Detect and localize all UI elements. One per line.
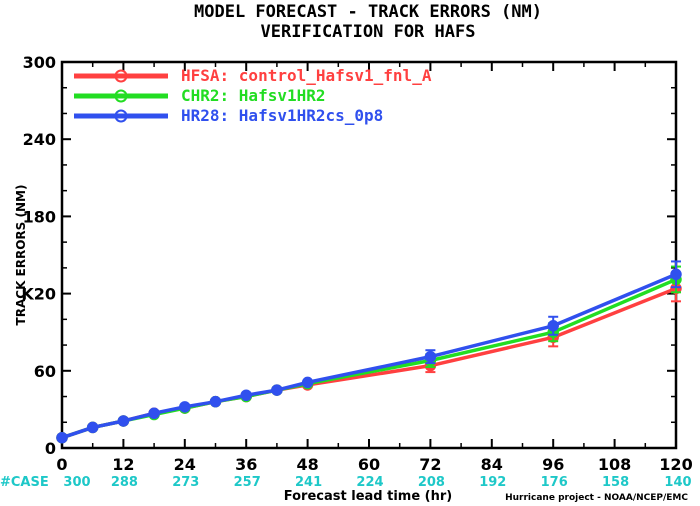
- data-point: [86, 421, 99, 434]
- x-tick-label: 84: [481, 455, 503, 474]
- y-axis-label: TRACK ERRORS (NM): [14, 185, 28, 326]
- series-layer: [56, 260, 682, 444]
- data-point: [56, 431, 68, 444]
- x-tick-label: 36: [235, 455, 257, 474]
- case-count: 300: [63, 475, 90, 490]
- case-label: #CASE: [0, 475, 49, 490]
- case-count: 208: [418, 475, 445, 490]
- case-count: 224: [356, 475, 383, 490]
- data-point: [547, 320, 559, 332]
- data-point: [301, 376, 314, 389]
- x-tick-label: 48: [296, 455, 318, 474]
- x-tick-label: 0: [56, 455, 67, 474]
- case-count: 158: [602, 475, 629, 490]
- data-point: [424, 350, 437, 363]
- x-tick-label: 108: [598, 455, 631, 474]
- x-tick-label: 60: [358, 455, 380, 474]
- x-tick-label: 72: [419, 455, 441, 474]
- data-point: [209, 395, 222, 408]
- data-point: [240, 389, 252, 401]
- data-point: [670, 268, 682, 281]
- case-count: 288: [111, 475, 138, 490]
- case-count: 273: [172, 475, 199, 490]
- x-axis-ticks: 0 12 24 36 48 60 72 84 96 108 120: [56, 62, 693, 474]
- case-count: 257: [234, 475, 261, 490]
- chart-title: MODEL FORECAST - TRACK ERRORS (NM): [194, 2, 542, 22]
- data-point: [179, 401, 191, 413]
- case-count: 176: [541, 475, 568, 490]
- y-tick-label: 300: [23, 53, 56, 72]
- data-point: [271, 384, 283, 396]
- y-axis-ticks: 0 60 K20 180 240 300: [21, 53, 676, 458]
- case-counts: 300 288 273 257 241 224 208 192 176 158 140: [63, 475, 691, 490]
- y-tick-label: 240: [23, 130, 56, 149]
- x-tick-label: 96: [542, 455, 564, 474]
- case-count: 140: [664, 475, 691, 490]
- x-tick-label: 24: [174, 455, 196, 474]
- x-tick-label: 12: [112, 455, 134, 474]
- chart-subtitle: VERIFICATION FOR HAFS: [261, 22, 476, 42]
- legend-marker: [114, 89, 128, 103]
- y-tick-label: 180: [23, 207, 56, 226]
- data-point: [148, 407, 160, 420]
- x-axis-label: Forecast lead time (hr): [284, 489, 452, 504]
- legend-label: HFSA: control_Hafsv1_fnl_A: [181, 66, 432, 85]
- legend-label: HR28: Hafsv1HR2cs_0p8: [181, 106, 383, 125]
- legend-label: CHR2: Hafsv1HR2: [181, 86, 326, 105]
- y-tick-label: K20: [21, 285, 56, 304]
- case-count: 192: [479, 475, 506, 490]
- legend-marker: [114, 109, 128, 123]
- case-count: 241: [295, 475, 322, 490]
- y-tick-label: 0: [45, 439, 56, 458]
- y-tick-label: 60: [34, 362, 56, 381]
- x-tick-label: 120: [659, 455, 692, 474]
- legend-marker: [114, 69, 128, 83]
- data-point: [117, 415, 130, 427]
- credit-text: Hurricane project - NOAA/NCEP/EMC: [505, 493, 688, 503]
